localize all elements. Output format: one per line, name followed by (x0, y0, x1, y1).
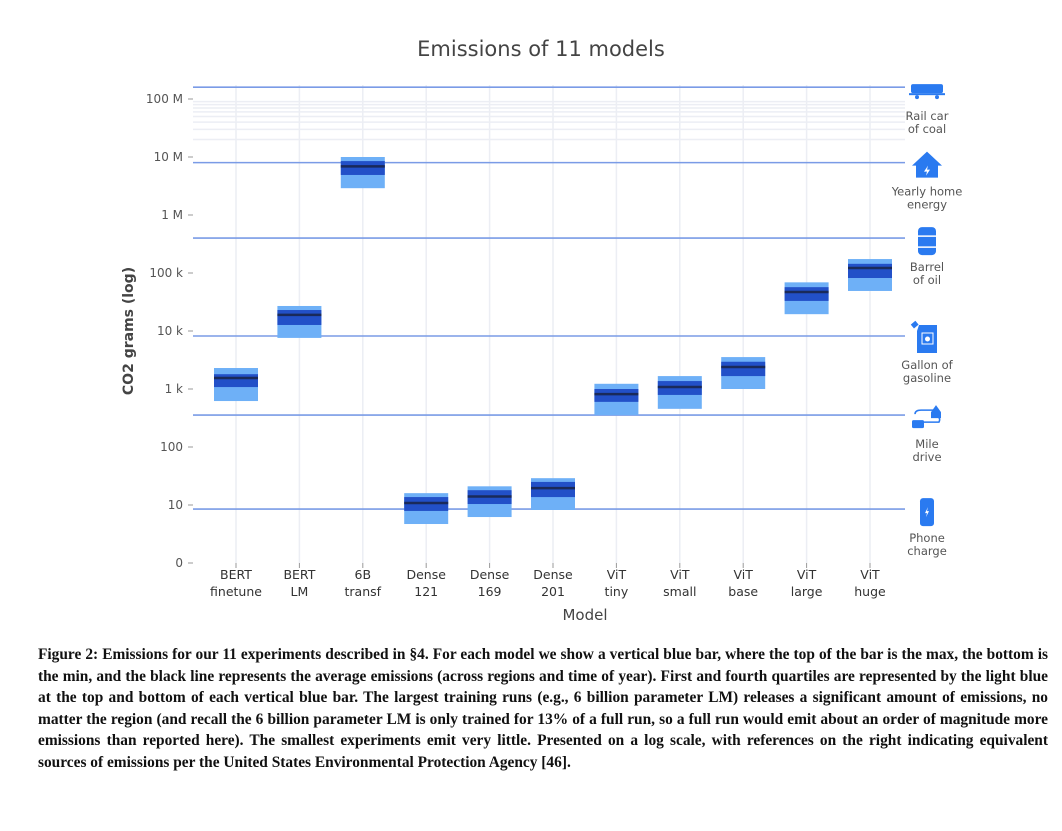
y-tick-label: 10 (168, 498, 183, 512)
x-tick-label: transf (345, 584, 382, 599)
emissions-chart: Emissions of 11 models CO2 grams (log) M… (121, 37, 963, 624)
x-tick-label: Dense (406, 567, 446, 582)
y-tick-label: 1 k (165, 382, 183, 396)
x-tick-label: ViT (860, 567, 880, 582)
y-tick-label: 10 M (154, 150, 183, 164)
x-tick-label: finetune (210, 584, 262, 599)
reference-label: Barrel (910, 260, 944, 274)
x-tick-label: 6B (355, 567, 372, 582)
barrel-icon (918, 227, 936, 256)
reference-label: Gallon of (901, 358, 953, 372)
y-tick-label: 10 k (157, 324, 183, 338)
x-tick-label: LM (291, 584, 309, 599)
box-interquartile (340, 161, 385, 175)
y-tick-label: 1 M (161, 208, 183, 222)
x-tick-label: huge (854, 584, 886, 599)
box-interquartile (721, 361, 766, 377)
x-tick-label: ViT (670, 567, 690, 582)
x-tick-label: ViT (607, 567, 627, 582)
x-tick-label: 121 (414, 584, 438, 599)
x-tick-label: ViT (734, 567, 754, 582)
box-interquartile (594, 389, 639, 402)
reference-label: Mile (915, 437, 938, 451)
box-interquartile (784, 287, 829, 301)
y-tick-label: 100 (160, 440, 183, 454)
x-tick-label: small (663, 584, 696, 599)
reference-label: gasoline (903, 371, 951, 385)
x-tick-label: ViT (797, 567, 817, 582)
x-tick-label: tiny (605, 584, 629, 599)
reference-label: of coal (908, 122, 946, 136)
x-tick-label: BERT (283, 567, 315, 582)
phone-icon (920, 498, 934, 527)
x-tick-label: 201 (541, 584, 565, 599)
box-interquartile (531, 481, 575, 498)
reference-label: Yearly home (891, 185, 963, 199)
chart-title: Emissions of 11 models (417, 37, 665, 61)
reference-label: Rail car (906, 109, 949, 123)
truck-route-icon (912, 405, 941, 429)
box-interquartile (848, 263, 892, 278)
reference-label: charge (907, 544, 947, 558)
y-axis-label: CO2 grams (log) (121, 267, 137, 395)
gas-can-icon (910, 320, 937, 353)
x-tick-label: Dense (470, 567, 510, 582)
x-tick-label: large (791, 584, 823, 599)
y-tick-label: 100 M (146, 92, 183, 106)
box-interquartile (277, 310, 322, 325)
reference-label: Phone (909, 531, 945, 545)
box-interquartile (214, 374, 258, 388)
y-tick-label: 100 k (149, 266, 183, 280)
x-tick-label: 169 (478, 584, 502, 599)
x-tick-label: BERT (220, 567, 252, 582)
y-tick-label: 0 (175, 556, 183, 570)
rail-car-icon (909, 84, 945, 100)
figure-caption: Figure 2: Emissions for our 11 experimen… (38, 646, 1048, 771)
reference-label: drive (912, 450, 941, 464)
x-tick-label: Dense (533, 567, 573, 582)
x-tick-label: base (728, 584, 758, 599)
house-icon (912, 151, 942, 178)
x-axis-label: Model (562, 606, 607, 624)
reference-label: of oil (913, 273, 941, 287)
reference-label: energy (907, 198, 947, 212)
